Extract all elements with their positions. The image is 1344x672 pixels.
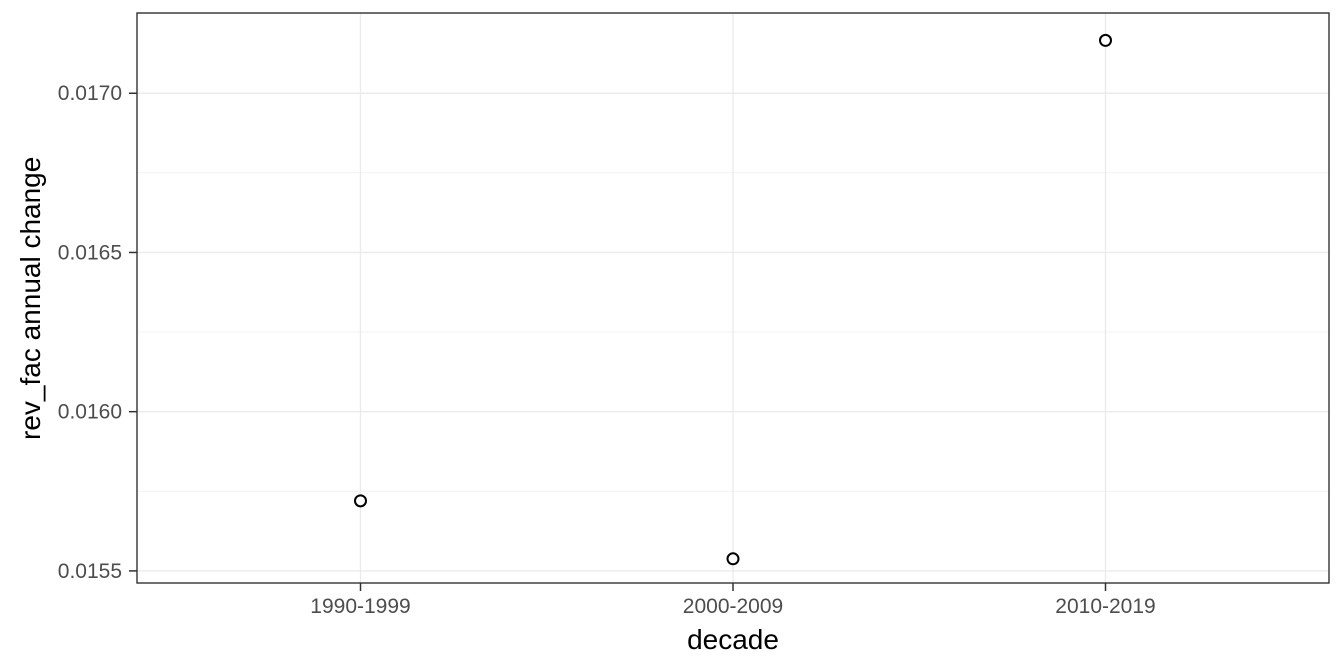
y-tick-label: 0.0155 <box>58 560 122 583</box>
x-axis-title: decade <box>687 624 779 655</box>
y-tick-label: 0.0170 <box>58 82 122 105</box>
x-tick-label: 1990-1999 <box>310 595 410 618</box>
data-point <box>1099 33 1112 47</box>
x-tick-label: 2010-2019 <box>1055 595 1155 618</box>
data-point <box>354 494 367 508</box>
data-point <box>726 552 740 566</box>
y-tick-label: 0.0165 <box>58 241 122 264</box>
y-tick-label: 0.0160 <box>58 401 122 424</box>
x-tick-label: 2000-2009 <box>683 595 783 618</box>
y-axis-title: rev_fac annual change <box>15 156 46 440</box>
